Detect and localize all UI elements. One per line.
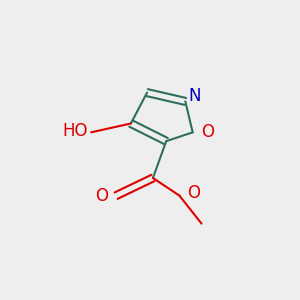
Text: HO: HO [63, 122, 88, 140]
Text: O: O [95, 187, 108, 205]
Text: O: O [202, 123, 214, 141]
Text: O: O [187, 184, 200, 202]
Text: N: N [188, 86, 201, 104]
